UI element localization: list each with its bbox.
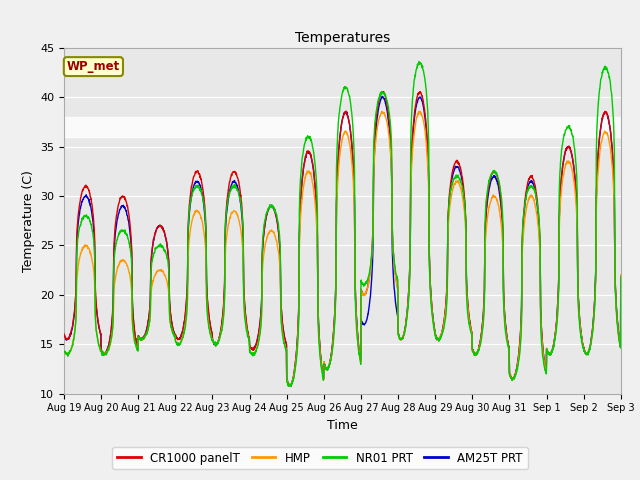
Text: WP_met: WP_met — [67, 60, 120, 73]
Bar — [64, 117, 621, 137]
Legend: CR1000 panelT, HMP, NR01 PRT, AM25T PRT: CR1000 panelT, HMP, NR01 PRT, AM25T PRT — [113, 447, 527, 469]
X-axis label: Time: Time — [327, 419, 358, 432]
Y-axis label: Temperature (C): Temperature (C) — [22, 170, 35, 272]
Title: Temperatures: Temperatures — [295, 32, 390, 46]
